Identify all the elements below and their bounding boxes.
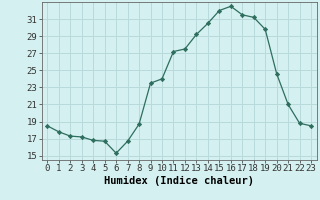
X-axis label: Humidex (Indice chaleur): Humidex (Indice chaleur): [104, 176, 254, 186]
